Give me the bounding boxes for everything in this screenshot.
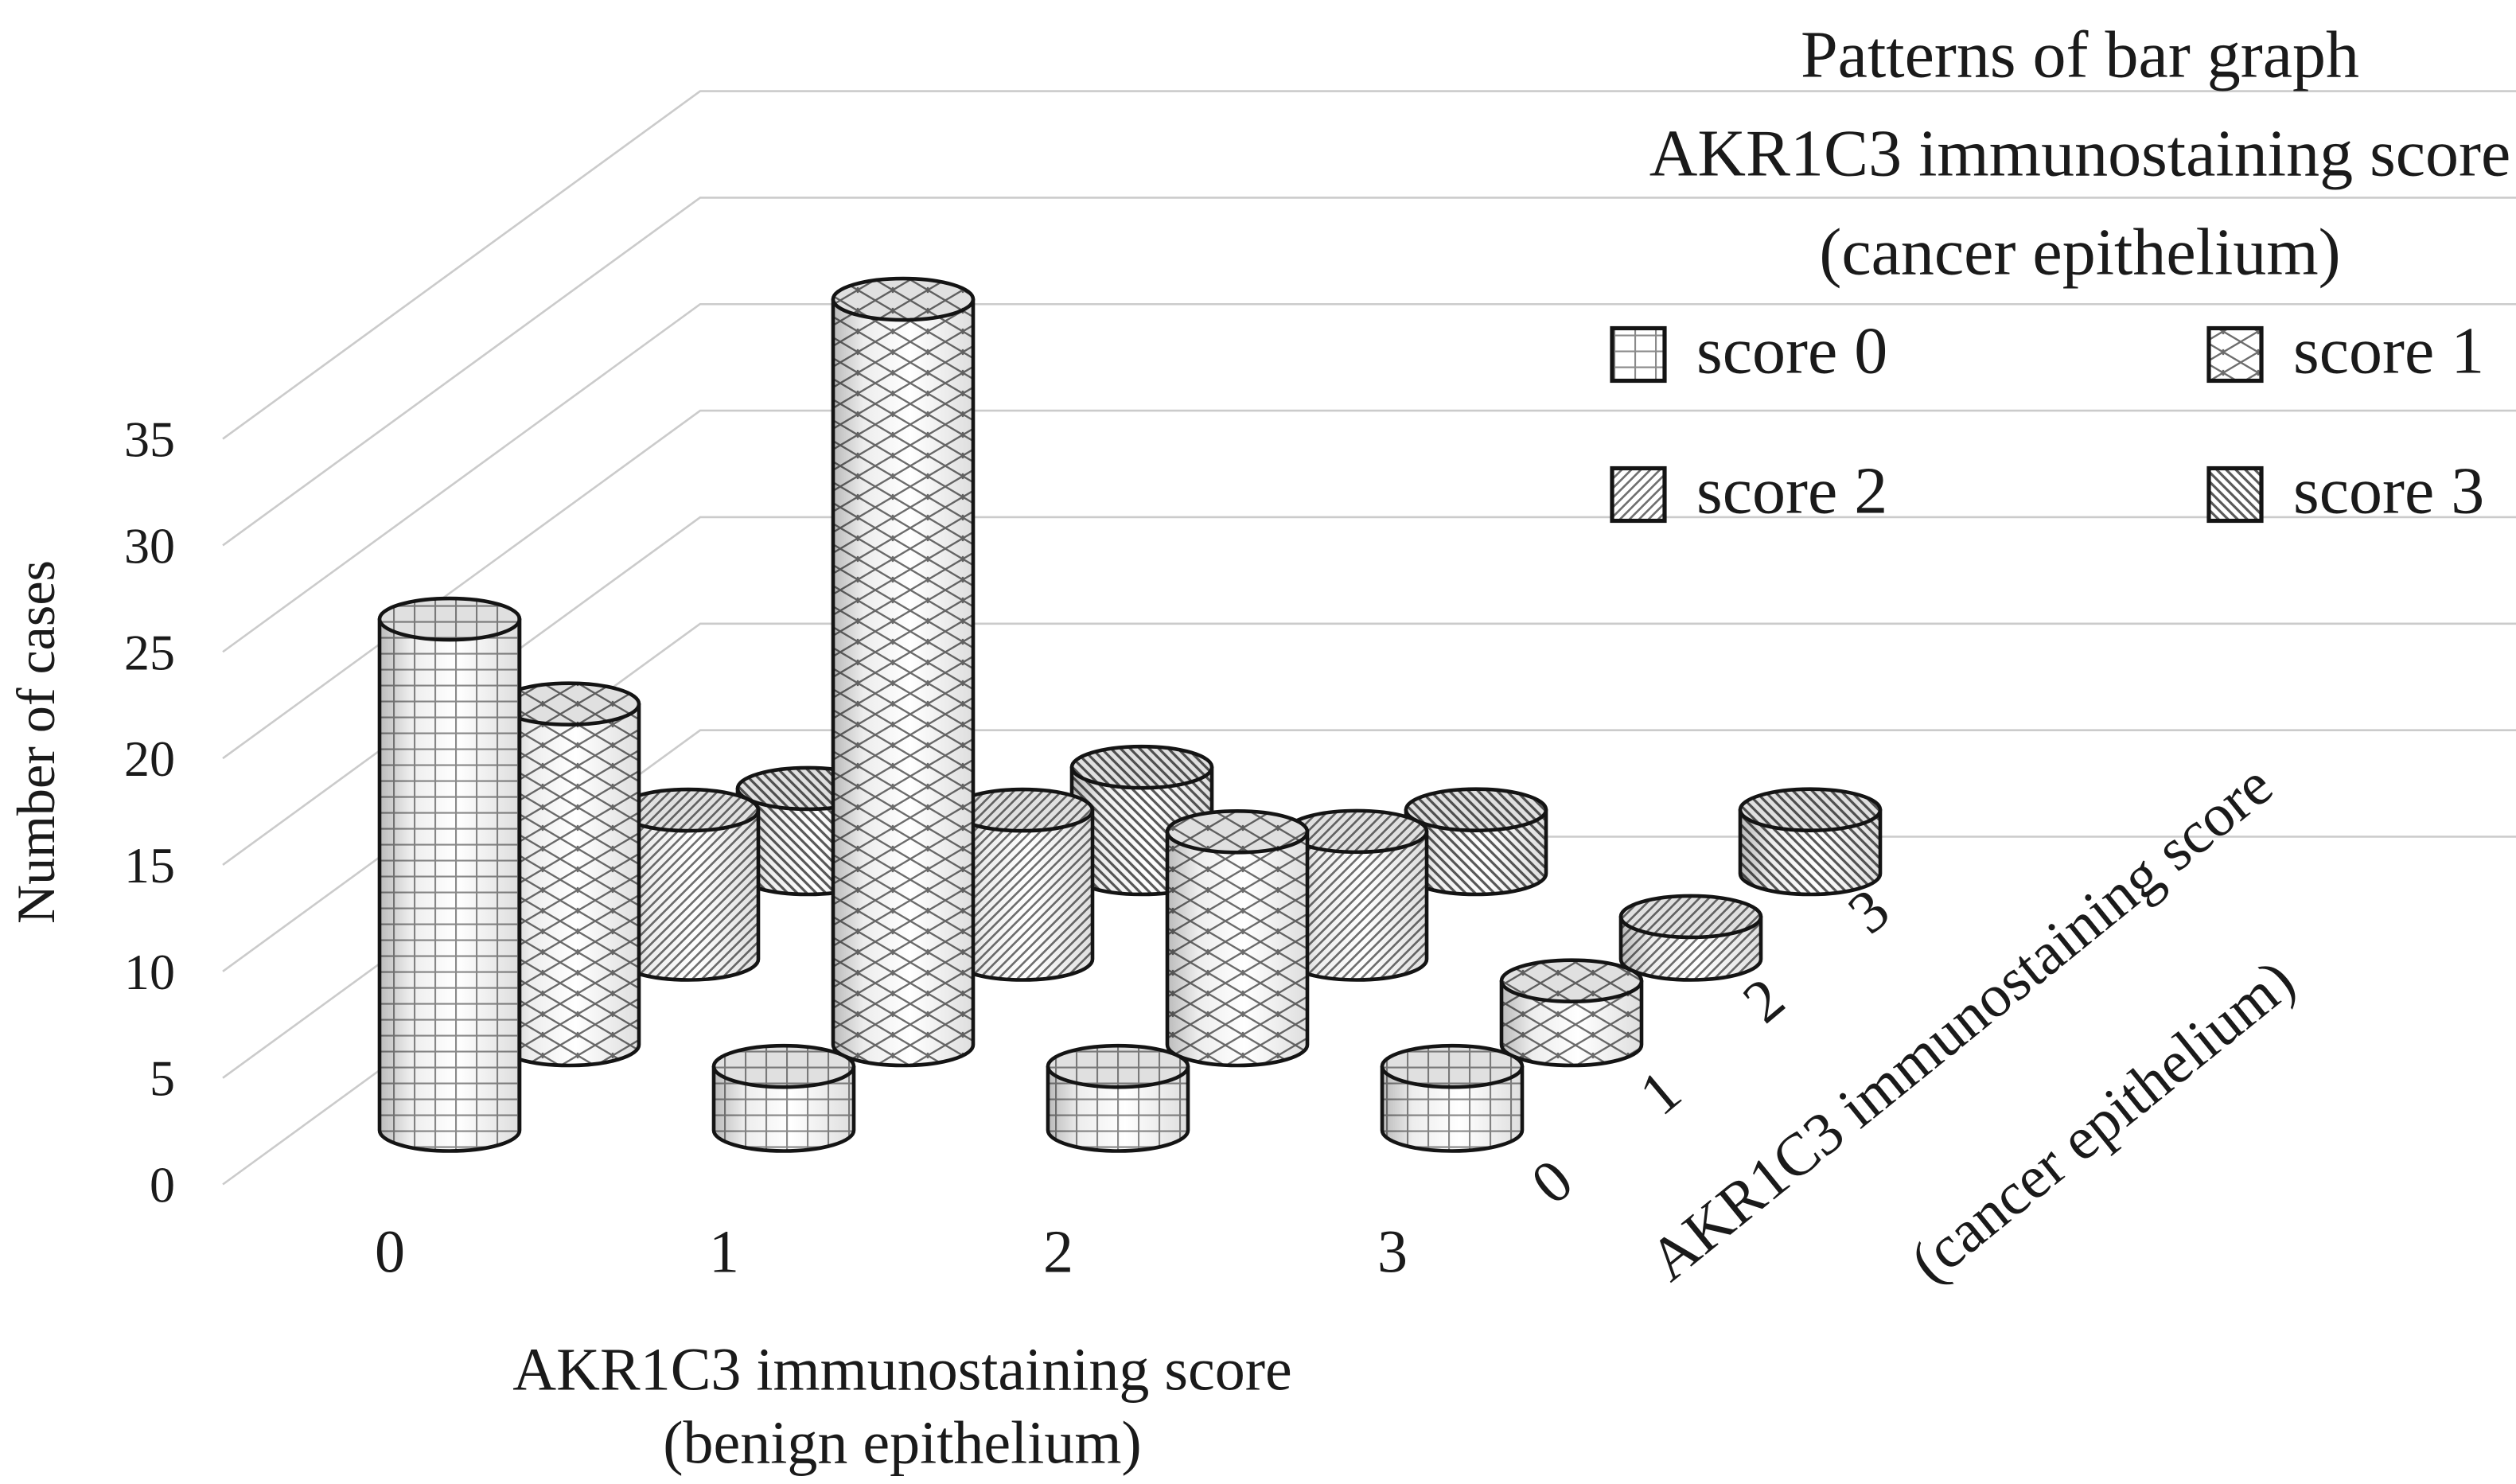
legend-item-score-2: score 2: [1610, 454, 1887, 528]
depth-tick-label-1: 1: [1627, 1057, 1693, 1128]
legend: score 0 score 1 score 2 score 3: [1610, 314, 2484, 528]
gridline-25: [222, 302, 2516, 653]
x-tick-label-2: 2: [1043, 1219, 1073, 1286]
gridline-30: [222, 197, 2516, 547]
chart-title-line-3: (cancer epithelium): [1819, 216, 2340, 290]
y-tick-label-30: 30: [124, 517, 175, 574]
legend-label: score 1: [2293, 314, 2484, 388]
bar-benign-3-cancer-3: [1738, 787, 1883, 897]
legend-item-score-0: score 0: [1610, 314, 1887, 388]
legend-swatch-grid-icon: [1610, 325, 1667, 384]
y-tick-label-20: 20: [124, 730, 175, 787]
chart-title: Patterns of bar graph AKR1C3 immunostain…: [1649, 18, 2511, 290]
y-axis-title: Number of cases: [6, 560, 66, 924]
y-tick-label-25: 25: [124, 624, 175, 680]
bar-benign-2-cancer-2: [1284, 808, 1429, 982]
legend-item-score-1: score 1: [2206, 314, 2484, 388]
legend-label: score 2: [1696, 454, 1887, 528]
legend-swatch-diagonal-up-icon: [1610, 465, 1667, 524]
bar-benign-2-cancer-1: [1165, 809, 1310, 1068]
legend-swatch-diamond-icon: [2206, 325, 2264, 384]
y-tick-label-35: 35: [124, 411, 175, 468]
depth-tick-label-2: 2: [1731, 965, 1797, 1036]
bar-benign-1-cancer-1: [831, 276, 976, 1068]
legend-item-score-3: score 3: [2206, 454, 2484, 528]
bar-benign-0-cancer-1: [497, 681, 641, 1068]
legend-label: score 3: [2293, 454, 2484, 528]
bar-benign-1-cancer-2: [950, 787, 1095, 982]
bar-benign-2-cancer-0: [1046, 1043, 1190, 1153]
legend-swatch-diagonal-down-icon: [2206, 465, 2264, 524]
legend-label: score 0: [1696, 314, 1887, 388]
bar-benign-3-cancer-2: [1618, 894, 1763, 982]
y-tick-label-10: 10: [124, 944, 175, 1000]
x-tick-label-3: 3: [1377, 1219, 1408, 1286]
depth-tick-label-0: 0: [1519, 1147, 1585, 1217]
bars: [377, 276, 1883, 1153]
bar-benign-3-cancer-0: [1380, 1043, 1525, 1153]
chart-title-line-2: AKR1C3 immunostaining score: [1649, 117, 2511, 191]
y-tick-label-5: 5: [150, 1050, 175, 1107]
y-axis-tick-labels: 0 5 10 15 20 25 30 35: [124, 411, 175, 1213]
bar-benign-0-cancer-2: [616, 787, 761, 982]
x-axis-tick-labels: 0 1 2 3: [375, 1219, 1408, 1286]
gridline-35: [222, 90, 2516, 440]
bar-benign-0-cancer-0: [377, 596, 522, 1153]
bar-benign-1-cancer-0: [711, 1043, 856, 1153]
x-axis-title-line-1: AKR1C3 immunostaining score: [512, 1337, 1292, 1404]
x-axis-title-line-2: (benign epithelium): [663, 1410, 1142, 1477]
x-axis-title: AKR1C3 immunostaining score (benign epit…: [512, 1337, 1292, 1477]
x-tick-label-1: 1: [709, 1219, 739, 1286]
depth-axis-title: AKR1C3 immunostaining score (cancer epit…: [1637, 751, 2307, 1295]
bar-benign-3-cancer-1: [1499, 958, 1644, 1068]
chart-title-line-1: Patterns of bar graph: [1801, 18, 2359, 92]
x-tick-label-0: 0: [375, 1219, 405, 1286]
y-tick-label-15: 15: [124, 837, 175, 894]
y-tick-label-0: 0: [150, 1157, 175, 1213]
